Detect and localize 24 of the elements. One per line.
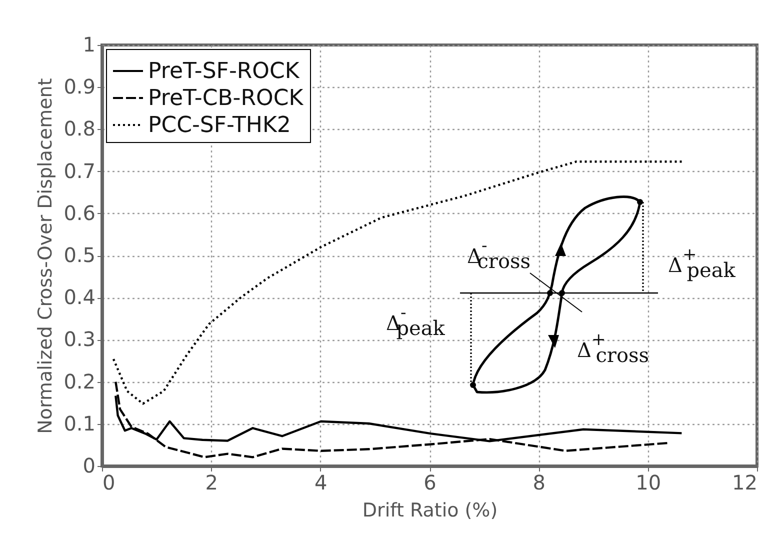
y-tick-label: 0.1 — [64, 411, 96, 436]
y-tick-label: 0.3 — [64, 327, 96, 352]
y-tick-label: 0 — [82, 454, 96, 478]
legend-label: PreT-SF-ROCK — [148, 59, 300, 84]
y-tick-label: 1 — [82, 32, 96, 56]
x-tick-label: 8 — [532, 470, 546, 494]
line-series — [112, 160, 684, 405]
y-tick-label: 0.4 — [64, 285, 96, 310]
legend-label: PreT-CB-ROCK — [148, 86, 304, 111]
y-tick-label: 0.2 — [64, 369, 96, 394]
x-tick-label: 6 — [424, 470, 436, 494]
y-tick-label: 0.5 — [64, 243, 96, 267]
legend-label: PCC-SF-THK2 — [148, 113, 291, 138]
x-tick-label: 10 — [636, 470, 662, 494]
y-tick-label: 0.8 — [64, 116, 96, 141]
x-tick-label: 0 — [102, 470, 116, 494]
x-tick-label: 4 — [314, 470, 328, 494]
y-tick-label: 0.9 — [64, 74, 96, 99]
x-axis-title: Drift Ratio (%) — [362, 500, 498, 522]
y-tick-label: 0.7 — [64, 158, 96, 183]
x-tick-label: 2 — [205, 470, 218, 494]
y-axis-title: Normalized Cross-Over Displacement — [34, 78, 57, 434]
x-tick-label: 12 — [732, 470, 758, 494]
y-tick-label: 0.6 — [64, 200, 96, 225]
